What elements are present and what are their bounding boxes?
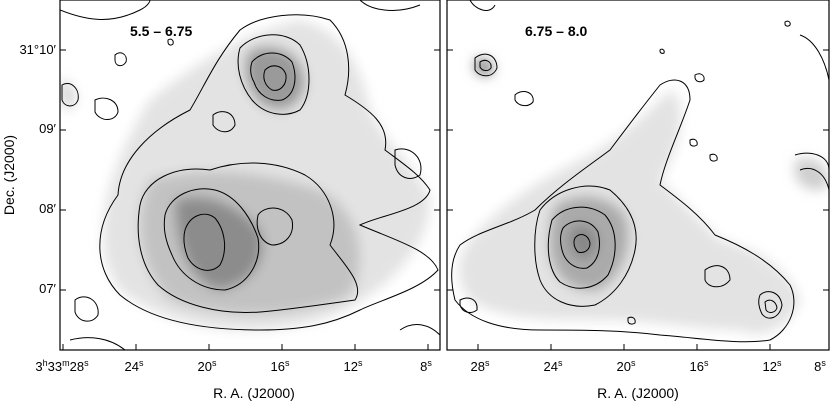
x-tick-sup: s [139, 358, 144, 368]
x-tick-sup: s [631, 358, 636, 368]
x-tick-sec: 24 [125, 359, 139, 374]
x-tick-label: 3h33m28s [35, 358, 89, 374]
x-tick-label: 12s [763, 358, 782, 374]
x-tick-sup: m [62, 358, 70, 368]
left-panel-label: 5.5 – 6.75 [130, 23, 192, 39]
x-tick-label: 12s [344, 358, 363, 374]
x-tick-sec: 16 [690, 359, 704, 374]
x-tick-sec: 24 [544, 359, 558, 374]
y-tick-label: 07′ [39, 281, 56, 296]
x-tick-label: 16s [690, 358, 709, 374]
x-tick-sec: 20 [198, 359, 212, 374]
x-tick-label: 24s [544, 358, 563, 374]
x-tick-sup: s [212, 358, 217, 368]
x-tick-sup: s [558, 358, 563, 368]
x-tick-sup: s [358, 358, 363, 368]
x-tick-sec: 28 [471, 359, 485, 374]
x-tick-sec: 16 [271, 359, 285, 374]
x-tick-sup: s [84, 358, 89, 368]
y-axis-title: Dec. (J2000) [1, 135, 17, 215]
x-tick-min: 33 [48, 359, 62, 374]
x-tick-sup: h [43, 358, 48, 368]
x-tick-label: 16s [271, 358, 290, 374]
x-tick-label: 24s [125, 358, 144, 374]
left-x-axis-title: R. A. (J2000) [213, 385, 295, 401]
x-tick-label: 8s [420, 358, 432, 374]
x-tick-label: 28s [471, 358, 490, 374]
x-tick-sec: 20 [617, 359, 631, 374]
y-tick-label: 31°10′ [19, 42, 56, 57]
x-tick-label: 20s [617, 358, 636, 374]
x-tick-sup: s [821, 358, 826, 368]
x-tick-sec: 28 [70, 359, 84, 374]
x-tick-sup: s [485, 358, 490, 368]
x-tick-hour: 3 [35, 359, 42, 374]
right-panel-label: 6.75 – 8.0 [525, 23, 587, 39]
right-panel: 6.75 – 8.0 28s 24s 20s 16s 12s 8s R. A. … [446, 0, 830, 401]
x-tick-sup: s [777, 358, 782, 368]
x-tick-label: 20s [198, 358, 217, 374]
y-tick-label: 09′ [39, 121, 56, 136]
x-tick-sec: 12 [763, 359, 777, 374]
right-x-axis-title: R. A. (J2000) [597, 385, 679, 401]
x-tick-sec: 8 [420, 359, 427, 374]
right-panel-frame [446, 0, 830, 351]
y-tick-label: 08′ [39, 201, 56, 216]
x-tick-sup: s [427, 358, 432, 368]
x-tick-sup: s [704, 358, 709, 368]
x-tick-sec: 8 [814, 359, 821, 374]
left-panel-frame [59, 0, 441, 351]
left-panel: 5.5 – 6.75 3h33m28s 24s 20s 16s 12s 8s R… [35, 0, 441, 401]
x-tick-sup: s [285, 358, 290, 368]
x-tick-label: 8s [814, 358, 826, 374]
x-tick-sec: 12 [344, 359, 358, 374]
